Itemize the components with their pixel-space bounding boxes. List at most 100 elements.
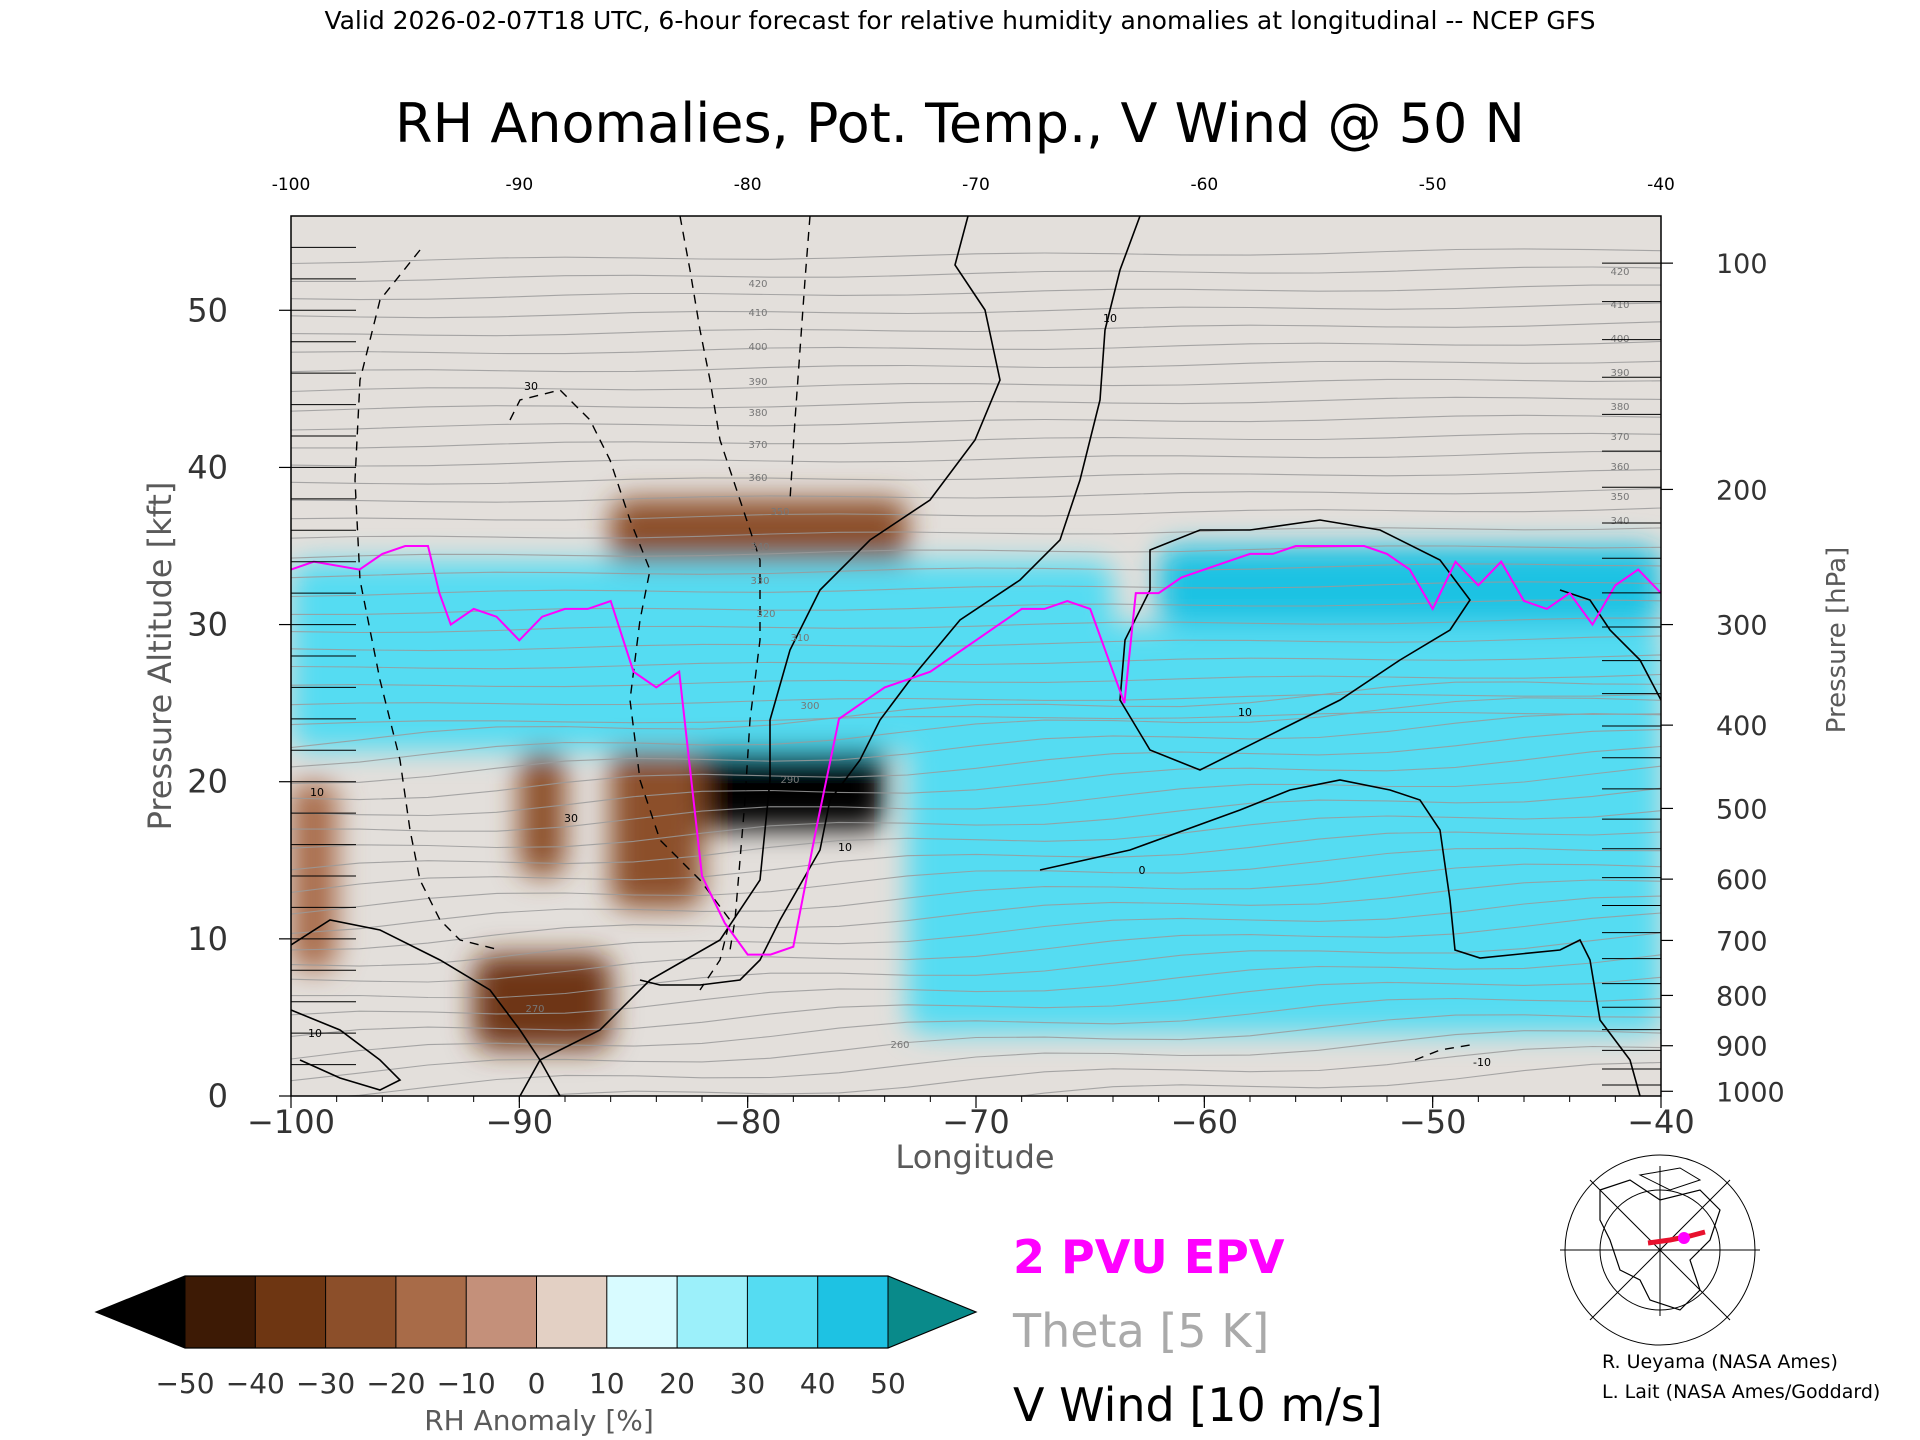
colorbar-swatch [606,1276,678,1348]
theta-line [291,545,1661,559]
x-tick-label-top: -80 [734,175,762,195]
x-tick-label-top: -40 [1647,175,1675,195]
pressure-tick-label: 600 [1716,865,1768,896]
colorbar-swatch [466,1276,537,1348]
theta-line [291,340,1661,355]
pressure-tick-label: 800 [1716,981,1768,1012]
legend-theta: Theta [5 K] [1012,1304,1269,1358]
y-tick-label: 0 [208,1077,228,1115]
x-tick-label: −70 [942,1103,1010,1141]
credit-line-2: L. Lait (NASA Ames/Goddard) [1602,1381,1880,1403]
theta-line [291,581,1661,598]
pressure-tick-label: 300 [1716,611,1768,642]
theta-contour-label: 260 [890,1040,909,1051]
theta-line [291,863,1661,934]
theta-contour-label: 410 [748,308,767,319]
pressure-tick-label: 400 [1716,711,1768,742]
colorbar-over-arrow [888,1276,976,1348]
theta-line [291,713,1661,785]
legend-epv: 2 PVU EPV [1013,1230,1285,1284]
epv-2pvu-line [291,545,1661,956]
theta-line [291,302,1661,319]
theta-line [291,711,1661,726]
theta-contour-label: 360 [748,473,767,484]
colorbar-swatch [747,1276,819,1348]
v-wind-contour-label: -10 [1473,1056,1491,1069]
colorbar-tick-label: 0 [528,1367,546,1400]
colorbar-swatch [255,1276,327,1348]
theta-line [291,284,1661,301]
theta-contour-label: 390 [1610,368,1629,379]
theta-contour-label: 330 [750,576,769,587]
rh-region-11 [1158,546,1661,625]
y-tick-label: 40 [187,448,228,486]
v-wind-contour-label: 30 [564,812,578,825]
colorbar-tick-label: 20 [659,1367,695,1400]
theta-line [291,266,1661,282]
theta-contours [291,248,1661,1096]
colorbar-tick-label: −50 [155,1367,214,1400]
theta-line [291,693,1661,706]
x-tick-label: −50 [1399,1103,1467,1141]
pressure-tick-label: 900 [1716,1032,1768,1063]
colorbar-tick-label: −10 [437,1367,496,1400]
theta-contour-label: 420 [1610,267,1629,278]
theta-contour-label: 290 [780,775,799,786]
theta-contour-label: 350 [1610,492,1629,503]
x-tick-label-top: -100 [272,175,311,195]
theta-line [291,360,1661,373]
colorbar-swatch [185,1276,256,1348]
theta-contour-label: 270 [525,1004,544,1015]
theta-line [291,1014,1661,1082]
theta-line [291,729,1661,801]
rh-region-7 [519,750,565,876]
theta-line [291,673,1661,688]
y-tick-label: 10 [187,920,228,958]
v-wind-contours [291,216,1661,1096]
y2-axis-title: Pressure [hPa] [1822,547,1852,734]
colorbar-tick-label: −40 [226,1367,285,1400]
theta-line [291,997,1661,1060]
pressure-tick-label: 500 [1716,794,1768,825]
theta-line [291,654,1661,670]
x-tick-label-top: -90 [505,175,533,195]
x-tick-label: −40 [1627,1103,1695,1141]
x-tick-label: −60 [1171,1103,1239,1141]
locator-map [1560,1154,1760,1346]
theta-line [291,765,1661,832]
contour-labels: 4204104003903803703603503403303203103002… [308,267,1630,1069]
theta-line [291,895,1661,967]
theta-line [291,468,1661,485]
theta-contour-label: 360 [1610,462,1629,473]
v-wind-contour-label: 0 [1139,864,1146,877]
theta-line [291,697,1661,768]
theta-line [291,563,1661,579]
theta-line [291,681,1661,749]
legend-vwind: V Wind [10 m/s] [1013,1378,1383,1432]
theta-line [291,932,1661,999]
theta-contour-label: 340 [750,542,769,553]
theta-line [1016,1061,1661,1096]
x-tick-label-top: -70 [962,175,990,195]
x-tick-label: −100 [247,1103,335,1141]
theta-contour-label: 370 [748,440,767,451]
theta-line [291,451,1661,467]
v-wind-contour-label: 10 [1103,312,1117,325]
credit-line-1: R. Ueyama (NASA Ames) [1602,1351,1838,1373]
theta-contour-label: 410 [1610,300,1629,311]
colorbar-swatch [677,1276,748,1348]
colorbar-swatch [395,1276,467,1348]
theta-contour-label: 350 [770,507,789,518]
theta-line [291,635,1661,652]
colorbar-tick-label: 50 [870,1367,906,1400]
colorbar-tick-label: 10 [589,1367,625,1400]
theta-line [291,321,1661,337]
colorbar-tick-label: 40 [800,1367,836,1400]
theta-contour-label: 340 [1610,516,1629,527]
theta-contour-label: 320 [756,609,775,620]
theta-line [291,599,1661,615]
theta-contour-label: 380 [748,408,767,419]
theta-line [291,745,1661,817]
theta-line [291,879,1661,951]
